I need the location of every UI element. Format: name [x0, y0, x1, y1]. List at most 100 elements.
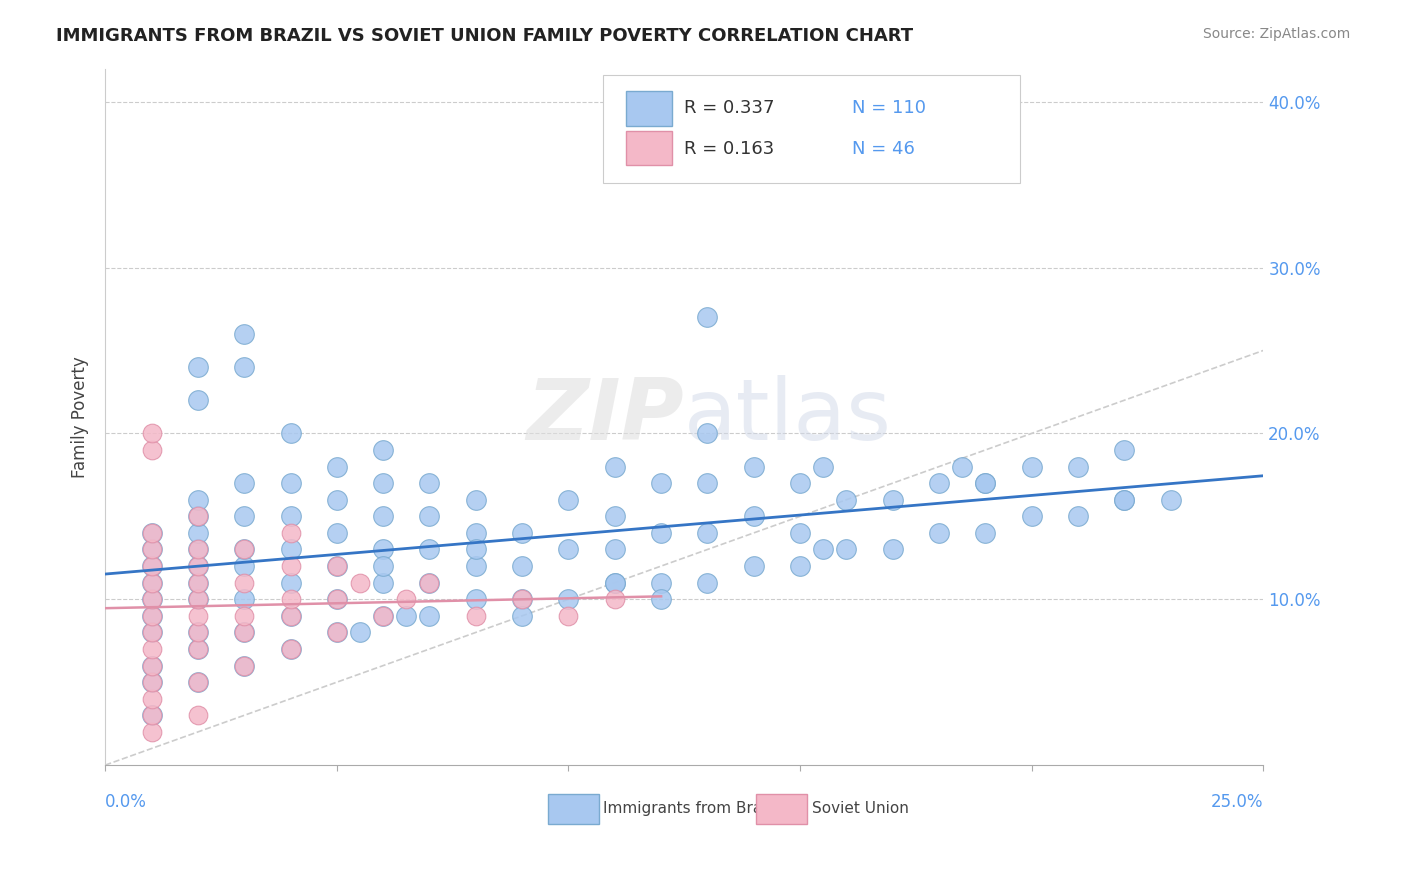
Point — [650, 476, 672, 491]
Text: atlas: atlas — [685, 376, 893, 458]
Point — [187, 509, 209, 524]
Point — [326, 625, 349, 640]
Point — [141, 575, 163, 590]
Point — [650, 575, 672, 590]
Point — [395, 608, 418, 623]
Point — [464, 592, 486, 607]
Point — [233, 359, 256, 374]
Point — [141, 625, 163, 640]
Point — [141, 442, 163, 457]
Point — [418, 575, 440, 590]
FancyBboxPatch shape — [756, 794, 807, 824]
Point — [141, 559, 163, 574]
Point — [326, 592, 349, 607]
Point — [326, 525, 349, 540]
Point — [557, 592, 579, 607]
Text: 25.0%: 25.0% — [1211, 793, 1264, 811]
Point — [280, 509, 302, 524]
Point — [280, 608, 302, 623]
Point — [141, 608, 163, 623]
Point — [280, 542, 302, 557]
Point — [349, 625, 371, 640]
Text: Source: ZipAtlas.com: Source: ZipAtlas.com — [1202, 27, 1350, 41]
Point — [1067, 459, 1090, 474]
Point — [233, 509, 256, 524]
Point — [326, 459, 349, 474]
Point — [326, 625, 349, 640]
Point — [464, 492, 486, 507]
Text: N = 46: N = 46 — [852, 140, 915, 158]
Point — [928, 476, 950, 491]
Point — [742, 459, 765, 474]
Text: R = 0.337: R = 0.337 — [685, 99, 775, 117]
Point — [349, 575, 371, 590]
Point — [141, 426, 163, 441]
Point — [418, 575, 440, 590]
Point — [373, 608, 395, 623]
Point — [696, 426, 718, 441]
Point — [187, 575, 209, 590]
Point — [187, 608, 209, 623]
Text: 0.0%: 0.0% — [105, 793, 148, 811]
Point — [882, 542, 904, 557]
Point — [974, 476, 997, 491]
Point — [141, 525, 163, 540]
Point — [187, 559, 209, 574]
Point — [141, 675, 163, 690]
FancyBboxPatch shape — [626, 130, 672, 165]
Point — [141, 658, 163, 673]
Point — [650, 525, 672, 540]
Point — [696, 575, 718, 590]
Point — [141, 725, 163, 739]
Point — [187, 642, 209, 657]
Point — [974, 476, 997, 491]
Point — [187, 393, 209, 408]
Point — [187, 675, 209, 690]
Point — [1067, 509, 1090, 524]
Point — [1021, 509, 1043, 524]
Point — [418, 542, 440, 557]
Point — [187, 575, 209, 590]
FancyBboxPatch shape — [603, 76, 1021, 184]
Point — [141, 708, 163, 723]
Point — [974, 525, 997, 540]
Point — [233, 625, 256, 640]
Point — [280, 608, 302, 623]
Point — [418, 509, 440, 524]
Text: ZIP: ZIP — [527, 376, 685, 458]
Point — [187, 708, 209, 723]
Point — [1021, 459, 1043, 474]
Point — [928, 525, 950, 540]
Point — [187, 625, 209, 640]
Point — [395, 592, 418, 607]
Point — [141, 642, 163, 657]
Text: N = 110: N = 110 — [852, 99, 927, 117]
Point — [464, 608, 486, 623]
Text: Immigrants from Brazil: Immigrants from Brazil — [603, 802, 779, 816]
Point — [789, 525, 811, 540]
Point — [603, 592, 626, 607]
Point — [187, 525, 209, 540]
Point — [187, 559, 209, 574]
Point — [187, 592, 209, 607]
Point — [233, 625, 256, 640]
Point — [373, 559, 395, 574]
Point — [326, 492, 349, 507]
Point — [510, 525, 533, 540]
Point — [326, 592, 349, 607]
Point — [187, 492, 209, 507]
Point — [141, 575, 163, 590]
Point — [1114, 442, 1136, 457]
Point — [373, 575, 395, 590]
Point — [373, 608, 395, 623]
Point — [835, 492, 858, 507]
Point — [187, 592, 209, 607]
Point — [813, 459, 835, 474]
Point — [187, 359, 209, 374]
Point — [603, 509, 626, 524]
Point — [373, 509, 395, 524]
Point — [233, 326, 256, 341]
Y-axis label: Family Poverty: Family Poverty — [72, 356, 89, 478]
Point — [233, 658, 256, 673]
Point — [187, 542, 209, 557]
